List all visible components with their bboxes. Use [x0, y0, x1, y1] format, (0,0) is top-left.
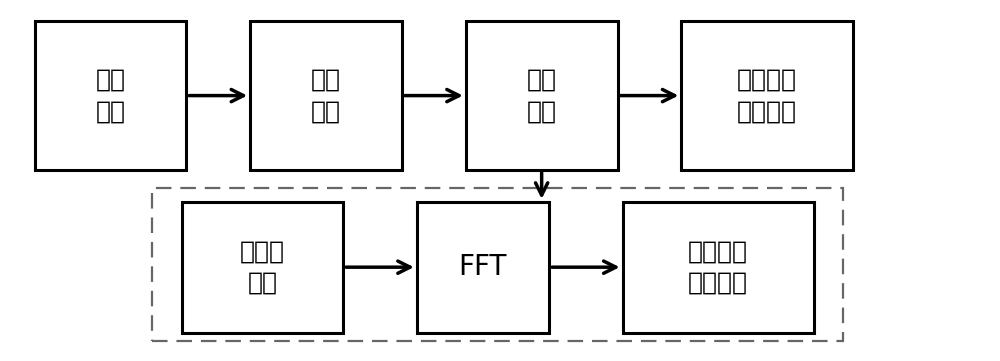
Bar — [466, 21, 618, 170]
Bar — [250, 21, 402, 170]
Text: 数据
传输: 数据 传输 — [311, 68, 341, 123]
Bar — [182, 202, 343, 332]
Bar — [152, 188, 843, 342]
Bar — [417, 202, 549, 332]
Bar — [681, 21, 853, 170]
Bar — [34, 21, 186, 170]
Text: 数字重
采样: 数字重 采样 — [240, 239, 285, 295]
Text: 计算幅值
并归一化: 计算幅值 并归一化 — [688, 239, 748, 295]
Bar — [622, 202, 814, 332]
Text: 数据
处理: 数据 处理 — [527, 68, 557, 123]
Text: FFT: FFT — [459, 253, 507, 281]
Text: 传递至图
像数据库: 传递至图 像数据库 — [737, 68, 797, 123]
Text: 数据
采集: 数据 采集 — [95, 68, 125, 123]
